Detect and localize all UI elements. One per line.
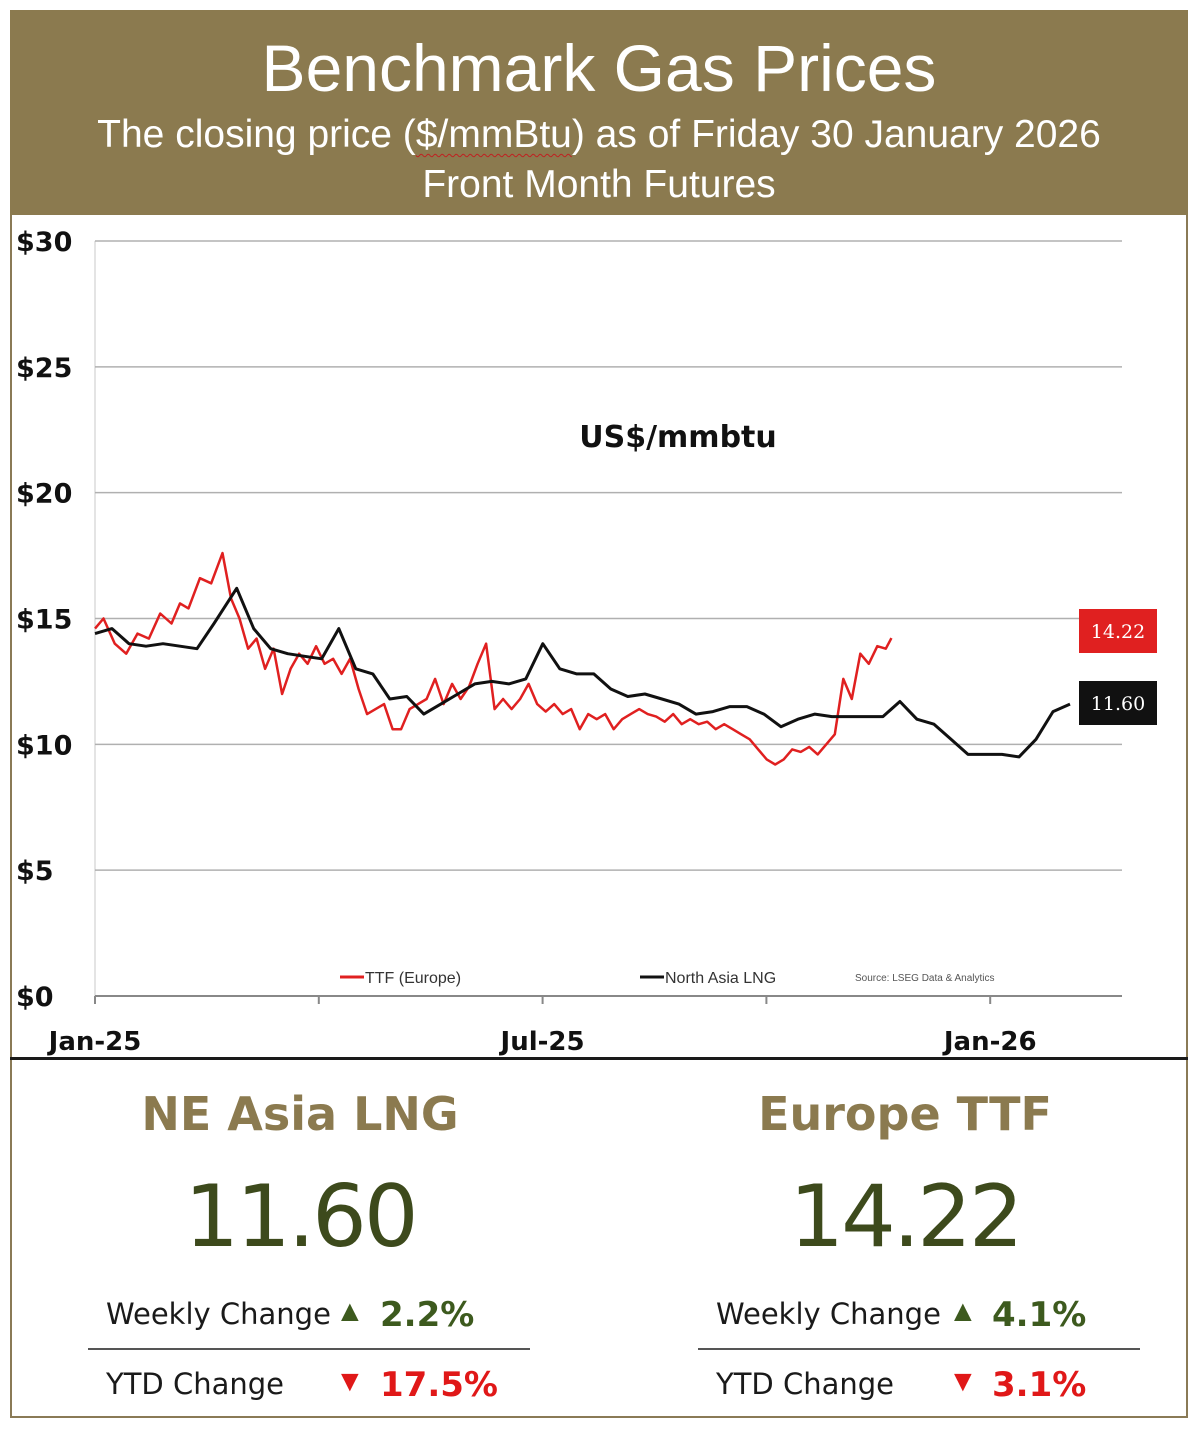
x-tick-label: Jan-25 <box>47 1027 142 1057</box>
ytd-change-value: 17.5% <box>380 1365 498 1405</box>
legend-label: North Asia LNG <box>665 970 776 987</box>
y-tick-label: $5 <box>16 856 54 887</box>
series-line-ttf <box>94 551 893 766</box>
end-value-label: 11.60 <box>1091 693 1145 715</box>
ytd-change-value: 3.1% <box>992 1365 1087 1405</box>
chart-title: US$/mmbtu <box>579 420 777 455</box>
down-arrow-icon: ▼ <box>335 1365 365 1398</box>
price-chart: $0 $5 $10 $15 $20 $25 $30 Jan-25 Jul-25 Jan-26 US$… <box>16 227 1157 1057</box>
series-line-north-asia-lng <box>94 586 1071 759</box>
subtitle-pre: The closing price ( <box>97 113 416 156</box>
source-note: Source: LSEG Data & Analytics <box>855 973 995 984</box>
ytd-change-row: YTD Change ▼ 3.1% <box>700 1357 1140 1413</box>
page-subtitle-2: Front Month Futures <box>422 163 776 206</box>
subtitle-unit: $/mmBtu <box>415 113 572 156</box>
ytd-change-label: YTD Change <box>716 1367 895 1401</box>
weekly-change-value: 4.1% <box>992 1295 1087 1335</box>
row-divider <box>88 1348 530 1350</box>
y-tick-label: $20 <box>16 479 72 510</box>
section-divider <box>10 1057 1188 1060</box>
up-arrow-icon: ▲ <box>335 1295 365 1328</box>
panel-title: NE Asia LNG <box>141 1087 459 1141</box>
y-tick-label: $30 <box>16 227 72 258</box>
y-tick-label: $0 <box>16 982 54 1013</box>
panel-europe-ttf: Europe TTF 14.22 Weekly Change ▲ 4.1% YT… <box>625 1062 1185 1412</box>
weekly-change-label: Weekly Change <box>106 1297 331 1331</box>
y-tick-label: $10 <box>16 730 72 761</box>
down-arrow-icon: ▼ <box>948 1365 978 1398</box>
y-tick-label: $15 <box>16 605 72 636</box>
panel-title: Europe TTF <box>758 1087 1052 1141</box>
weekly-change-row: Weekly Change ▲ 4.1% <box>700 1287 1140 1343</box>
weekly-change-row: Weekly Change ▲ 2.2% <box>90 1287 530 1343</box>
subtitle-post: ) as of Friday 30 January 2026 <box>571 113 1101 156</box>
ytd-change-row: YTD Change ▼ 17.5% <box>90 1357 530 1413</box>
page-subtitle: The closing price ($/mmBtu) as of Friday… <box>10 110 1188 160</box>
page-title: Benchmark Gas Prices <box>261 31 937 105</box>
y-tick-label: $25 <box>16 353 72 384</box>
card-frame <box>10 10 1188 1418</box>
weekly-change-value: 2.2% <box>380 1295 475 1335</box>
panel-price: 14.22 <box>789 1167 1023 1267</box>
header-banner: Benchmark Gas Prices The closing price (… <box>10 10 1188 215</box>
up-arrow-icon: ▲ <box>948 1295 978 1328</box>
row-divider <box>698 1348 1140 1350</box>
ytd-change-label: YTD Change <box>106 1367 285 1401</box>
end-value-label: 14.22 <box>1091 621 1145 643</box>
weekly-change-label: Weekly Change <box>716 1297 941 1331</box>
end-value-badge <box>1079 681 1157 725</box>
end-value-badge <box>1079 609 1157 653</box>
x-tick-label: Jan-26 <box>942 1027 1037 1057</box>
panel-price: 11.60 <box>184 1167 418 1267</box>
x-tick-label: Jul-25 <box>499 1027 585 1057</box>
legend-label: TTF (Europe) <box>365 970 461 987</box>
panel-ne-asia-lng: NE Asia LNG 11.60 Weekly Change ▲ 2.2% Y… <box>20 1062 580 1412</box>
